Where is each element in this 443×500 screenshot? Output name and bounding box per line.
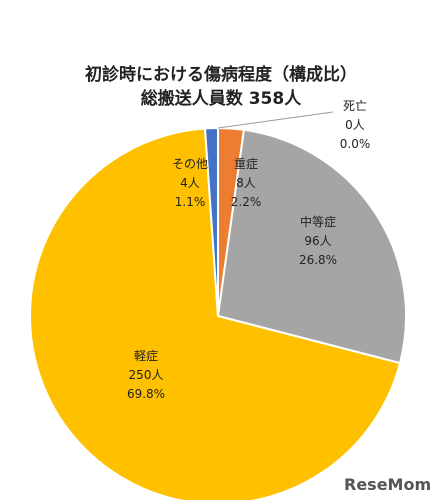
pie-slice-sonota	[203, 126, 219, 317]
slice-label-juushou-count: 8人	[236, 176, 256, 190]
pie-slice-keishou	[29, 127, 402, 500]
slice-label-shibou-name: 死亡	[343, 99, 367, 113]
slice-label-sonota-count: 4人	[180, 176, 200, 190]
chart-title: 初診時における傷病程度（構成比）	[85, 64, 357, 85]
watermark-logo: ReseMom	[344, 475, 431, 494]
slice-label-juushou-name: 重症	[234, 156, 258, 171]
pie-slices	[29, 126, 407, 500]
pie-labels: 死亡 0人 0.0% 重症 8人 2.2% 中等症 96人 26.8% 軽症 250人 69.8% その…	[127, 99, 370, 401]
slice-label-chuutoushou-percent: 26.8%	[299, 253, 337, 267]
leader-line-shibou	[217, 111, 334, 129]
slice-label-chuutoushou-name: 中等症	[300, 214, 336, 229]
slice-label-chuutoushou-count: 96人	[304, 234, 331, 248]
chart-subtitle: 総搬送人員数 358人	[141, 88, 302, 109]
slice-label-shibou-percent: 0.0%	[340, 137, 371, 151]
slice-label-sonota-name: その他	[172, 157, 208, 171]
slice-label-keishou-name: 軽症	[134, 348, 158, 363]
slice-label-sonota-percent: 1.1%	[175, 195, 206, 209]
slice-label-keishou-percent: 69.8%	[127, 387, 165, 401]
pie-slice-chuutoushou	[216, 128, 407, 365]
slice-label-juushou-percent: 2.2%	[231, 195, 262, 209]
slice-label-keishou-count: 250人	[129, 368, 164, 382]
slice-label-shibou-count: 0人	[345, 118, 365, 132]
